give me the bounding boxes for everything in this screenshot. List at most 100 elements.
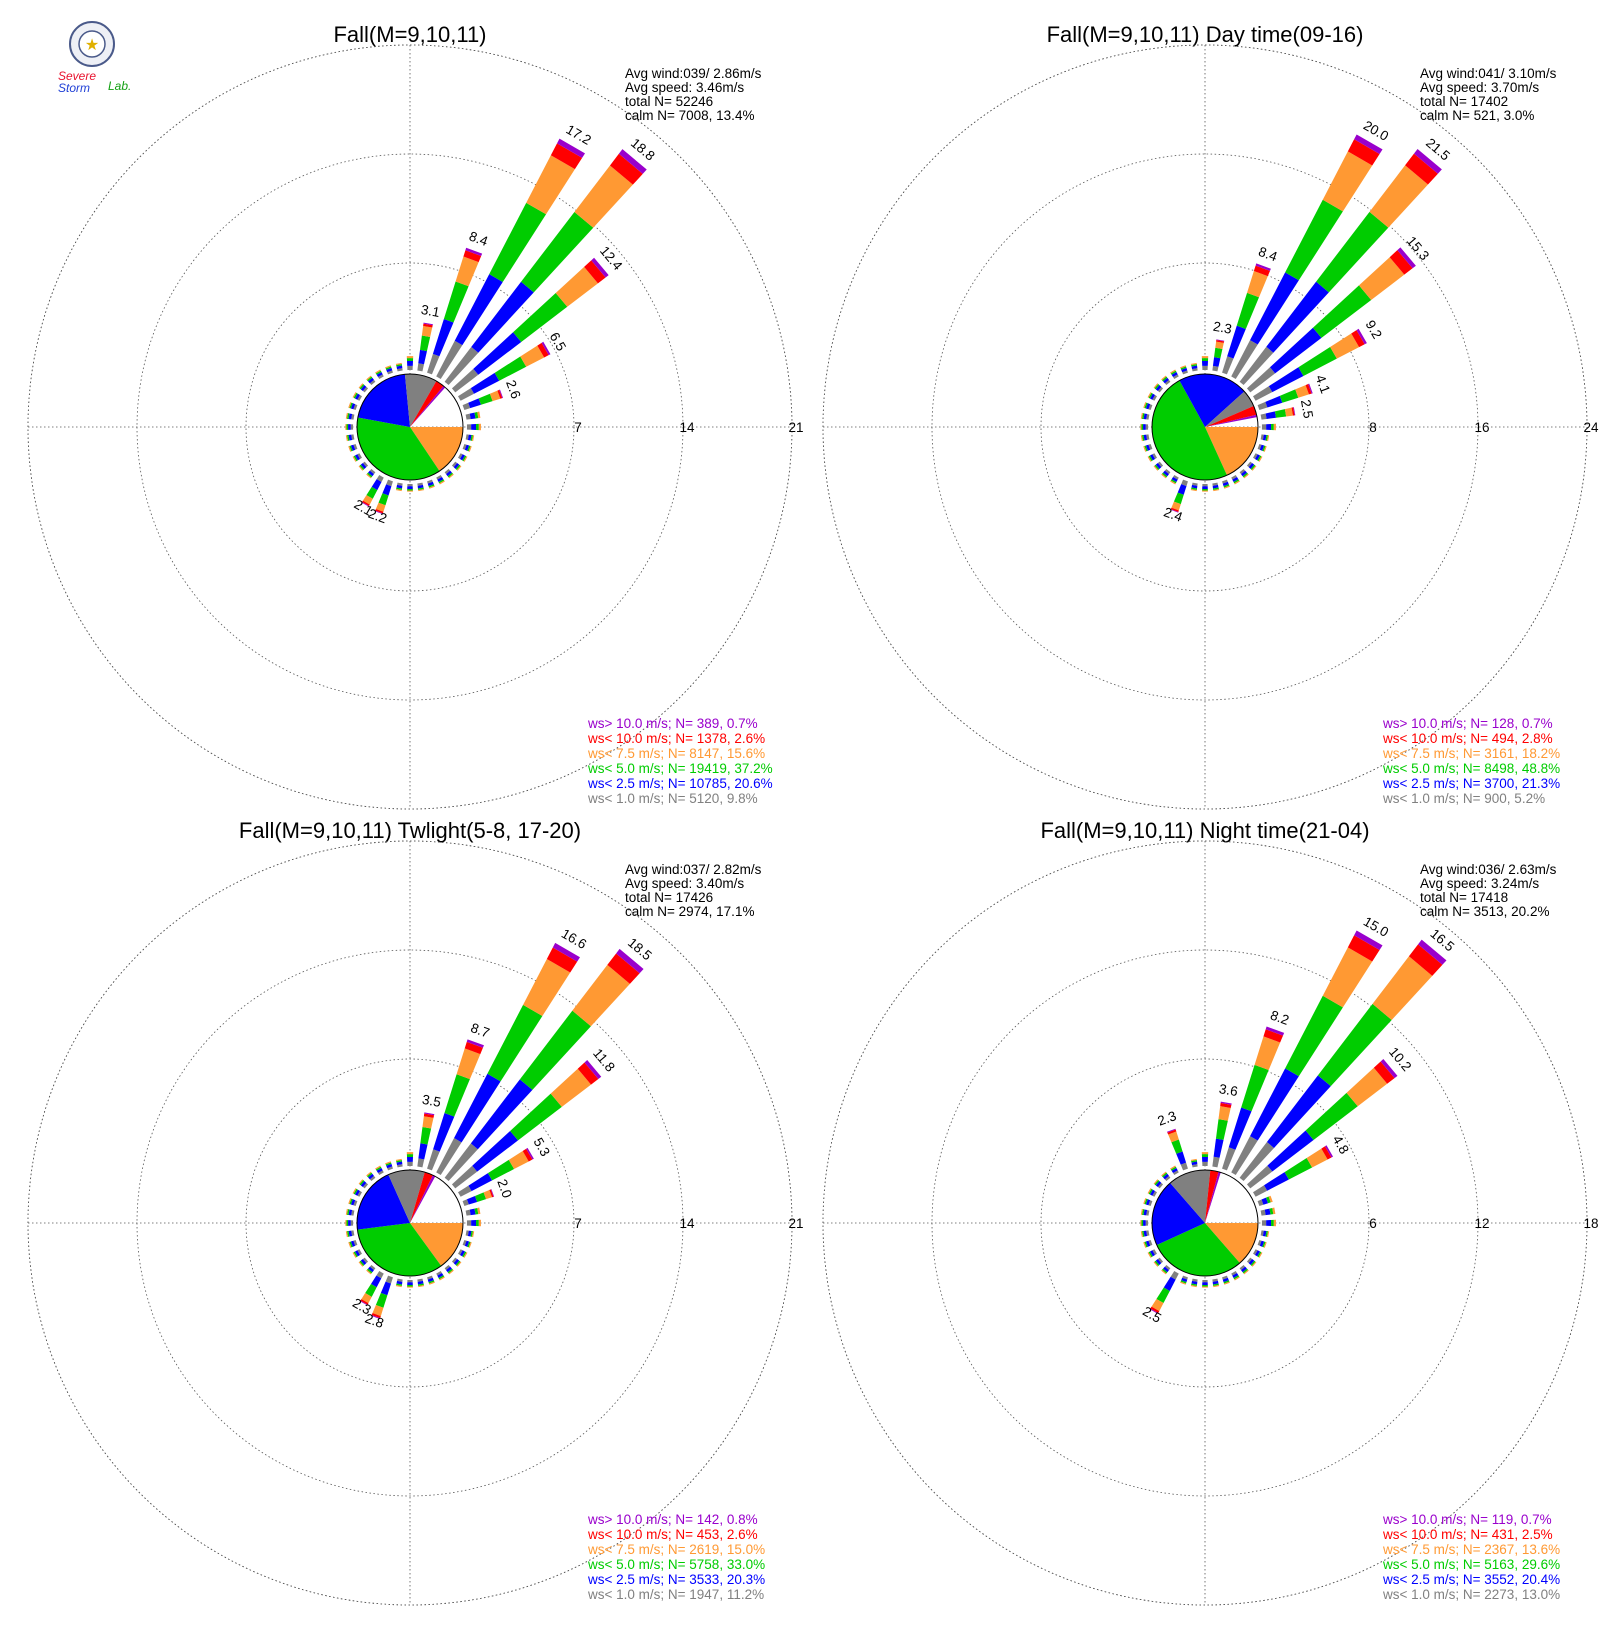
grid-ring [822,44,1588,810]
minor-direction-bar [438,1275,445,1280]
minor-direction-bar [369,379,376,386]
legend-entry: ws< 7.5 m/s; N= 2619, 15.0% [587,1542,765,1557]
minor-direction-bar [1144,402,1148,409]
minor-direction-bar [417,482,423,486]
minor-direction-bar [1143,1209,1148,1216]
legend-entry: ws> 10.0 m/s; N= 389, 0.7% [587,716,758,731]
minor-direction-bar [1191,1159,1198,1163]
minor-direction-bar [1155,1181,1162,1187]
minor-direction-bar [1265,434,1269,441]
minor-direction-bar [1246,1257,1253,1264]
minor-direction-bar [1202,483,1208,487]
minor-direction-bar [1148,444,1153,450]
minor-direction-bar [1257,1199,1264,1206]
wind-bar-segment [1239,1141,1275,1182]
legend-entry: ws< 7.5 m/s; N= 8147, 15.6% [587,746,765,761]
wind-bar-segment [1408,944,1443,976]
minor-direction-bar [417,484,424,489]
minor-direction-bar [351,1230,355,1236]
minor-direction-bar [1140,435,1143,442]
wind-bar-segment [1253,386,1273,401]
stats-line: total N= 52246 [625,94,713,109]
minor-direction-bar [407,483,413,487]
minor-direction-bar [397,482,403,486]
legend-entry: ws< 10.0 m/s; N= 494, 2.8% [1382,731,1553,746]
center-pie-slice [410,427,464,472]
wind-bar-segment [1405,153,1438,185]
wind-bar-segment [417,1158,425,1168]
minor-direction-bar [448,1269,454,1275]
minor-direction-bar [378,374,384,379]
wind-bar-segment [1156,1287,1170,1304]
wind-bar-segment [1291,407,1295,416]
minor-direction-bar [439,1276,445,1281]
wind-bar-segment [508,1150,529,1170]
minor-direction-bar [1234,480,1240,485]
minor-direction-bar [465,413,471,420]
minor-direction-bar [349,1241,353,1248]
minor-direction-bar [407,360,413,366]
minor-direction-bar [368,1173,374,1180]
minor-direction-bar [375,370,382,375]
panel-title: Fall(M=9,10,11) Night time(21-04) [1040,818,1369,843]
wind-bar-segment [577,1062,599,1085]
wind-bar-segment [1149,1308,1159,1314]
minor-direction-bar [1152,1249,1157,1255]
minor-direction-bar [350,424,354,430]
minor-direction-bar [1148,1240,1153,1246]
wind-bar-segment [470,372,500,394]
minor-direction-bar [1246,461,1253,468]
wind-bar-segment [1354,134,1383,155]
minor-direction-bar [447,1268,454,1274]
wind-bar-segment [380,1281,391,1296]
minor-direction-bar [429,485,435,489]
wind-bar-segment [1330,333,1360,359]
minor-direction-bar [1146,414,1150,420]
minor-direction-bar [1180,1281,1186,1285]
minor-direction-bar [407,1161,413,1167]
minor-direction-bar [1161,376,1168,382]
minor-direction-bar [428,484,435,488]
wind-rose-panel-2: Fall(M=9,10,11) Day time(09-16) 8 16 24 2.3 8… [822,22,1599,810]
minor-direction-bar [1250,464,1256,471]
minor-direction-bar [1191,1161,1198,1166]
center-pie-slice [357,1223,442,1277]
minor-direction-bar [456,465,462,471]
wind-bar-segment [584,1060,602,1080]
minor-direction-bar [369,1264,376,1271]
minor-direction-bar [1140,1208,1143,1215]
legend-entry: ws< 5.0 m/s; N= 5758, 33.0% [587,1557,765,1572]
legend-entry: ws< 10.0 m/s; N= 431, 2.5% [1382,1527,1553,1542]
minor-direction-bar [1267,435,1270,442]
wind-bar-segment [1246,367,1276,393]
minor-direction-bar [1265,1230,1269,1237]
minor-direction-bar [1192,482,1198,486]
minor-direction-bar [387,370,393,375]
wind-bar-segment [451,368,479,393]
minor-direction-bar [458,453,463,459]
minor-direction-bar [418,489,425,492]
wind-bar-segment [1347,935,1380,962]
center-pie-outline [1151,373,1259,481]
minor-direction-bar [366,473,372,479]
minor-direction-bar [1254,1250,1261,1257]
minor-direction-bar [444,468,451,475]
minor-direction-bar [358,465,364,471]
minor-direction-bar [1161,472,1168,478]
minor-direction-bar [352,456,357,462]
wind-bar-segment [550,143,583,170]
minor-direction-bar [366,376,373,382]
minor-direction-bar [1161,1171,1167,1177]
minor-direction-bar [478,1219,481,1227]
minor-direction-bar [1140,1220,1142,1226]
minor-direction-bar [464,444,470,451]
wind-bar-segment [1322,947,1373,1008]
logo-severe: Severe [58,69,96,83]
minor-direction-bar [1146,434,1150,440]
minor-direction-bar [467,434,472,441]
wind-bar-segment [1306,1148,1328,1168]
minor-direction-bar [359,464,365,471]
minor-direction-bar [1251,465,1257,471]
minor-direction-bar [472,1231,475,1238]
wind-bar-segment [1218,1106,1231,1121]
